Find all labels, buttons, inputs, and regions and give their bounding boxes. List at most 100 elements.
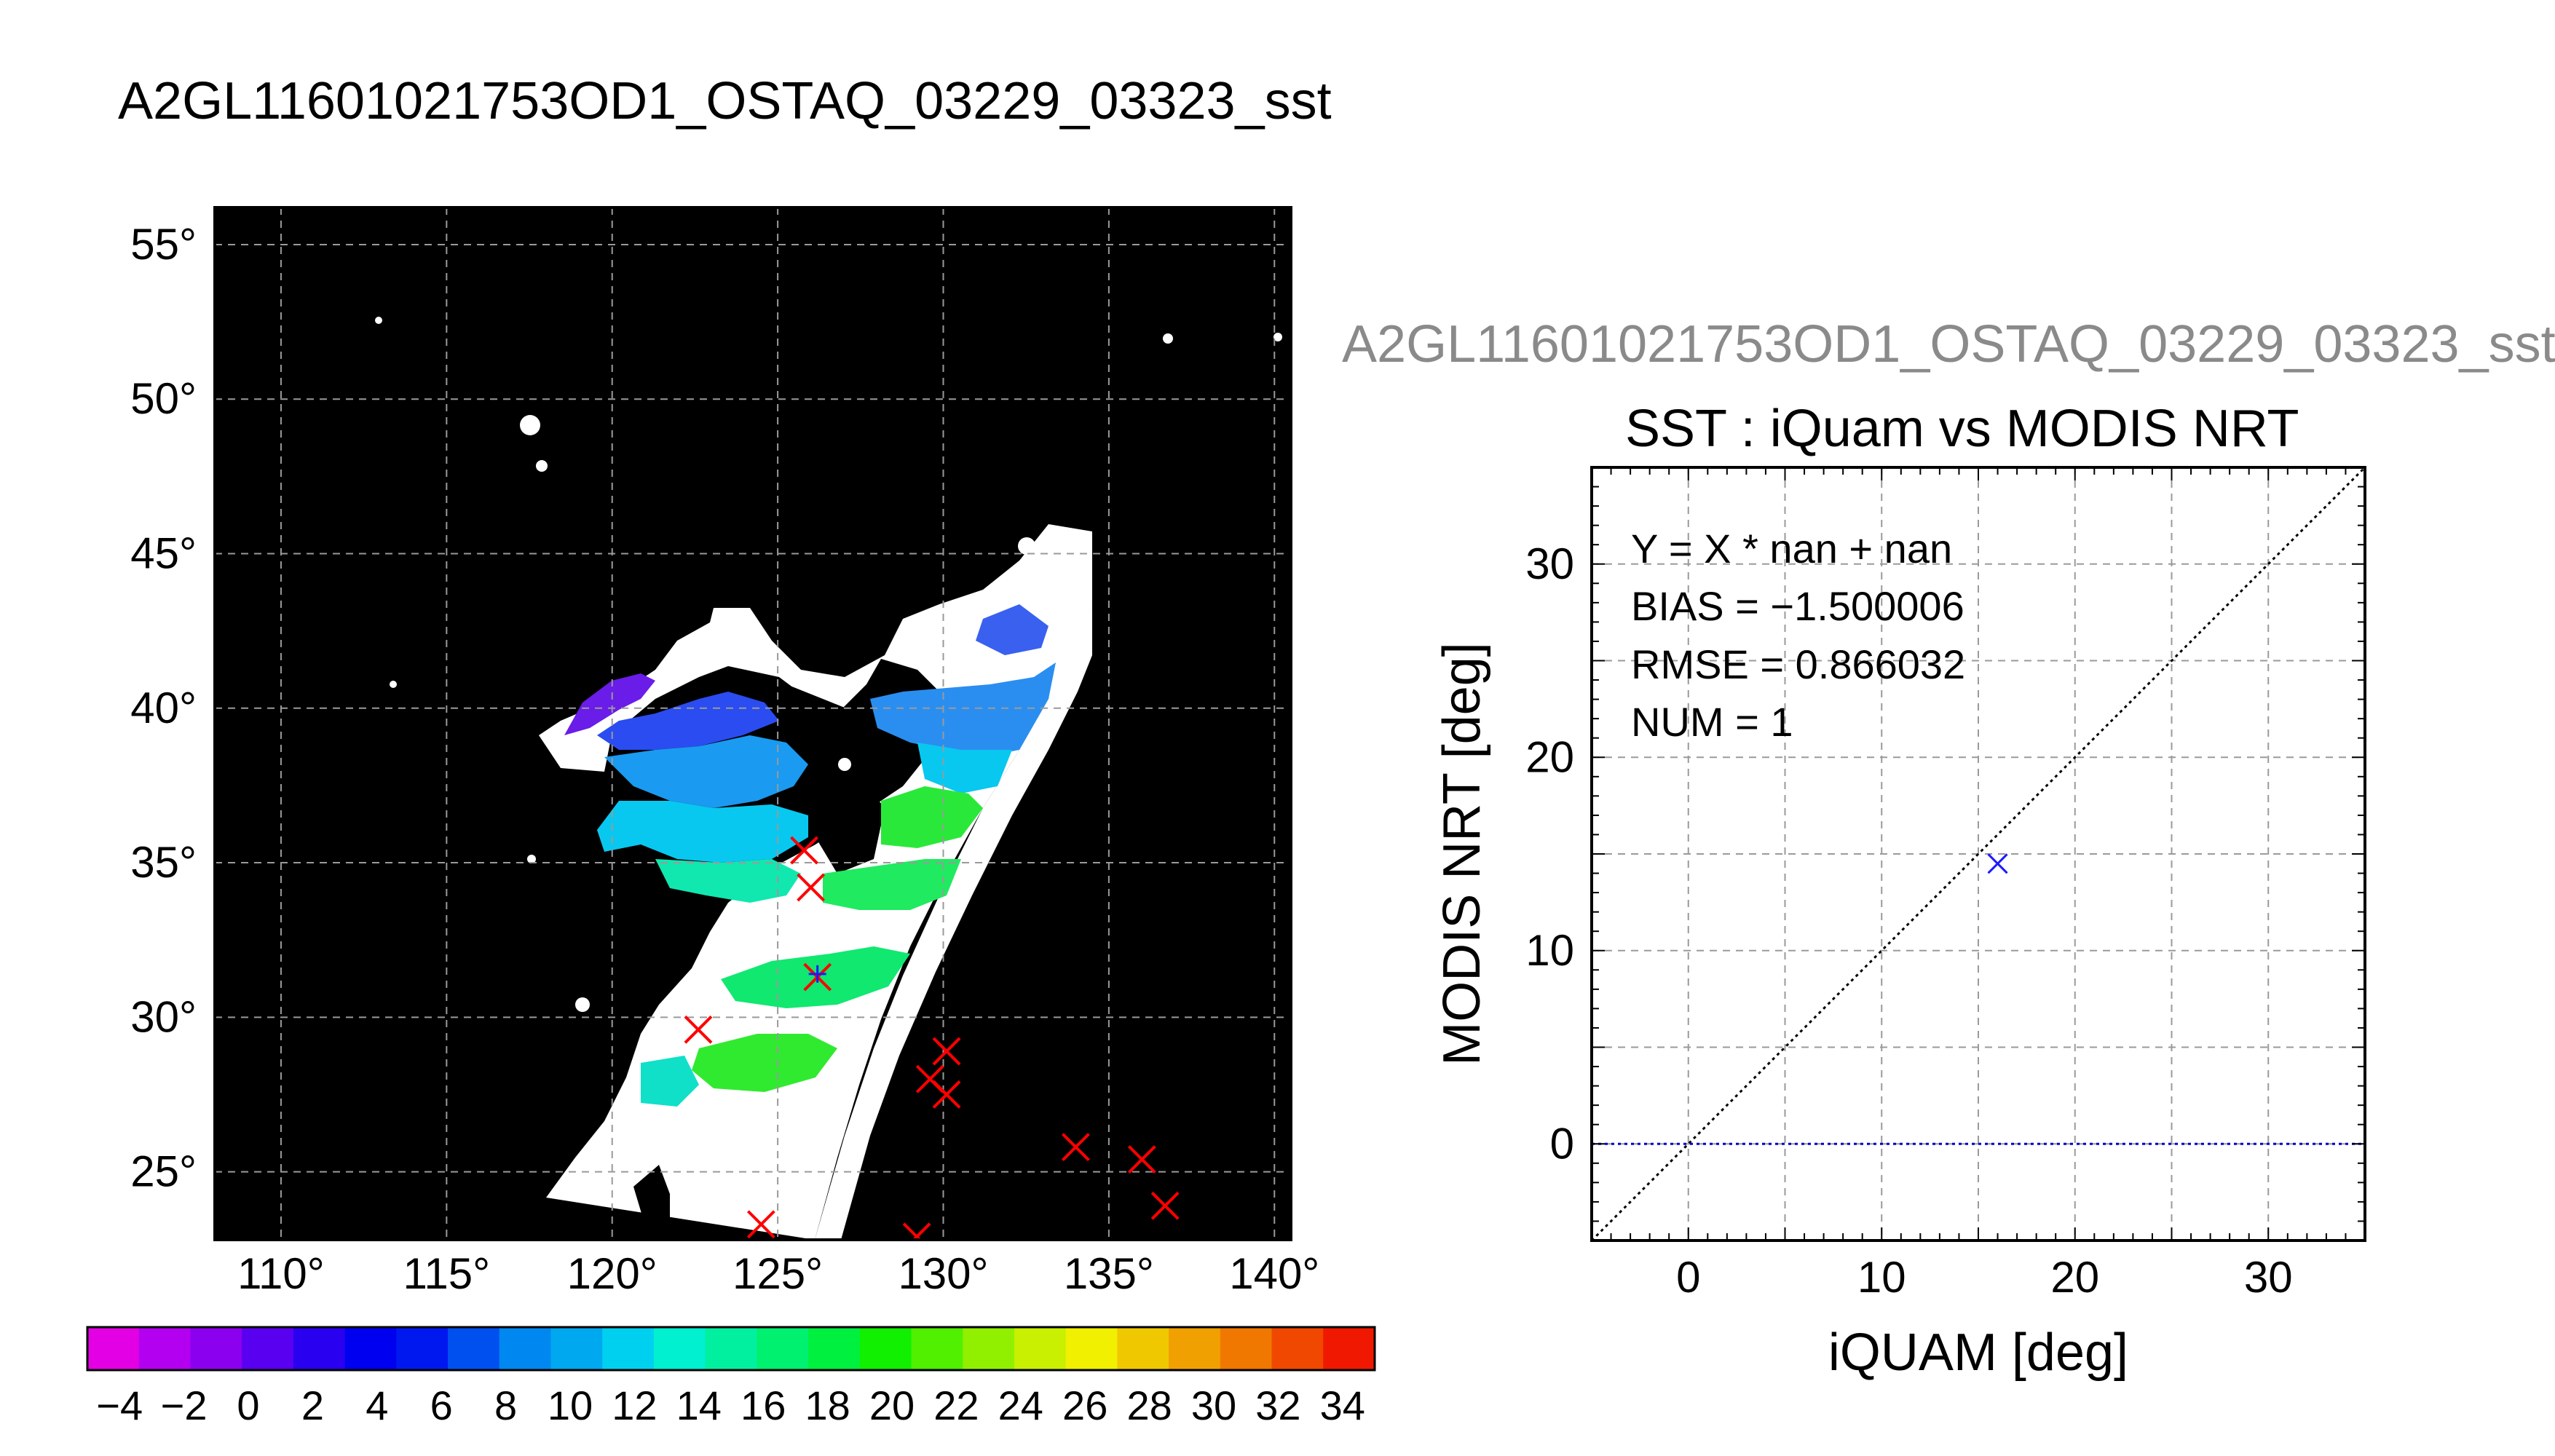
sst-patch-eastsea-north [976, 604, 1049, 655]
colorbar-swatch [293, 1327, 346, 1370]
colorbar-tick-label: 34 [1320, 1382, 1365, 1428]
colorbar-tick-label: −4 [96, 1382, 143, 1428]
sst-patch-green-east [881, 786, 983, 848]
scatter-point [1987, 853, 2008, 874]
colorbar-swatch [190, 1327, 242, 1370]
map-y-tick-label: 55° [130, 220, 197, 269]
map-x-ticks: 110° 115° 120° 125° 130° 135° 140° [237, 1249, 1319, 1298]
colorbar-tick-label: 32 [1255, 1382, 1300, 1428]
colorbar-swatch [911, 1327, 963, 1370]
cloud-speck [536, 460, 548, 472]
map-y-tick-label: 50° [130, 374, 197, 423]
colorbar-tick-label: 18 [805, 1382, 850, 1428]
colorbar-swatch [1169, 1327, 1221, 1370]
colorbar-tick-label: 10 [548, 1382, 593, 1428]
colorbar-swatch [344, 1327, 397, 1370]
colorbar-swatch [1014, 1327, 1067, 1370]
colorbar-swatch [705, 1327, 757, 1370]
colorbar-tick-label: 24 [998, 1382, 1043, 1428]
colorbar-tick-label: 2 [301, 1382, 324, 1428]
cloud-speck [527, 855, 536, 863]
map-title: A2GL11601021753OD1_OSTAQ_03229_03323_sst [118, 72, 1332, 130]
matched-marker [808, 965, 826, 983]
scatter-x-label: iQUAM [deg] [1828, 1324, 2128, 1382]
scatter-y-tick-label: 0 [1550, 1119, 1574, 1168]
sst-patch-cyan-east [917, 743, 1012, 794]
colorbar-tick-label: 12 [612, 1382, 657, 1428]
colorbar-swatch [396, 1327, 449, 1370]
colorbar-swatch [859, 1327, 912, 1370]
colorbar-swatch [242, 1327, 294, 1370]
map-frame [213, 206, 1292, 1241]
sst-patch-green-low [692, 1034, 837, 1092]
colorbar-tick-label: −2 [161, 1382, 208, 1428]
colorbar-swatch [138, 1327, 191, 1370]
stat-fit: Y = X * nan + nan [1631, 526, 1952, 571]
colorbar-swatch [87, 1327, 140, 1370]
cloud-speck [751, 1115, 763, 1127]
map-y-tick-label: 45° [130, 529, 197, 577]
stat-rmse: RMSE = 0.866032 [1631, 641, 1965, 687]
colorbar-swatch [499, 1327, 551, 1370]
colorbar-swatch [1323, 1327, 1375, 1370]
colorbar-swatch [963, 1327, 1015, 1370]
map-x-tick-label: 140° [1229, 1249, 1319, 1298]
colorbar-ticks: −4 −2 0 2 4 6 8 10 12 14 16 18 20 22 24 26 28 30 32 34 [96, 1382, 1365, 1428]
scatter-x-tick-label: 20 [2050, 1253, 2099, 1302]
iquam-marker [797, 873, 825, 902]
colorbar-tick-label: 6 [430, 1382, 453, 1428]
cloud-speck [1018, 537, 1035, 555]
stat-bias: BIAS = −1.500006 [1631, 583, 1964, 629]
colorbar-swatch [1065, 1327, 1118, 1370]
colorbar-tick-label: 8 [494, 1382, 517, 1428]
scatter-title: SST : iQuam vs MODIS NRT [1625, 400, 2299, 458]
scatter-y-tick-label: 10 [1525, 926, 1574, 975]
cloud-speck [575, 997, 590, 1012]
colorbar-swatches [87, 1327, 1375, 1370]
scatter-y-label: MODIS NRT [deg] [1433, 642, 1491, 1066]
cloud-speck [390, 681, 397, 688]
map-y-tick-label: 30° [130, 992, 197, 1041]
colorbar-swatch [448, 1327, 500, 1370]
land-mask [765, 684, 859, 735]
cloud-speck [520, 415, 540, 435]
scatter-points [1987, 853, 2008, 874]
scatter-x-tick-label: 0 [1676, 1253, 1700, 1302]
swath-edge [815, 604, 1092, 1240]
cloud-speck [838, 758, 851, 771]
iquam-marker [1127, 1145, 1156, 1174]
colorbar-tick-label: 28 [1126, 1382, 1172, 1428]
iquam-marker [746, 1210, 775, 1239]
sst-patch-violet [564, 673, 655, 735]
scatter-subtitle: A2GL11601021753OD1_OSTAQ_03229_03323_sst [1342, 315, 2555, 373]
scatter-x-tick-label: 30 [2244, 1253, 2293, 1302]
scatter-y-tick-label: 30 [1525, 539, 1574, 588]
iquam-marker [1150, 1191, 1180, 1220]
scatter-ticks: 0 10 20 30 0 10 20 30 [1525, 467, 2366, 1302]
cloud-speck [1163, 333, 1173, 344]
map-grid [215, 207, 1291, 1240]
map-x-tick-label: 115° [403, 1249, 491, 1298]
scatter-y-tick-label: 20 [1525, 732, 1574, 781]
map-x-tick-label: 130° [898, 1249, 988, 1298]
cloud-speck [375, 317, 382, 324]
sst-map: 110° 115° 120° 125° 130° 135° 140° 55° 50° 45° 40… [130, 206, 1319, 1298]
sst-patch-blue [597, 692, 779, 750]
sst-patch-seafoam [655, 859, 801, 903]
scatter-plot: 0 10 20 30 0 10 20 30 iQUAM [deg] MODIS NRT [de… [1433, 466, 2366, 1382]
map-x-tick-label: 110° [237, 1249, 325, 1298]
iquam-marker [684, 1015, 713, 1044]
colorbar-swatch [808, 1327, 861, 1370]
map-x-tick-label: 125° [732, 1249, 823, 1298]
colorbar-tick-label: 4 [366, 1382, 388, 1428]
stat-num: NUM = 1 [1631, 699, 1793, 745]
map-y-ticks: 55° 50° 45° 40° 35° 30° 25° [130, 220, 197, 1196]
cloud-speck [1273, 333, 1282, 341]
map-y-tick-label: 35° [130, 838, 197, 887]
iquam-marker [902, 1222, 931, 1240]
colorbar-tick-label: 20 [869, 1382, 915, 1428]
colorbar-frame [86, 1326, 1376, 1372]
colorbar-swatch [602, 1327, 655, 1370]
sst-patch-cyan [597, 801, 808, 863]
